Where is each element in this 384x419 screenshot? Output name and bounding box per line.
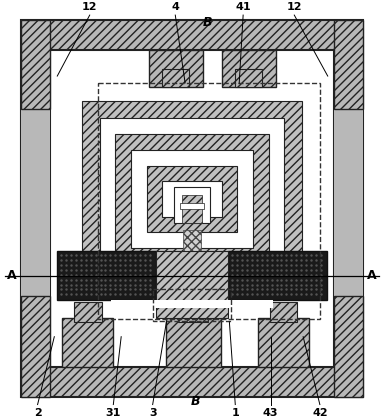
- Bar: [57, 251, 156, 300]
- Text: 1: 1: [232, 408, 239, 417]
- Text: B: B: [203, 16, 212, 29]
- Bar: [74, 302, 101, 322]
- Bar: [174, 187, 210, 222]
- Bar: [334, 296, 363, 397]
- Text: 42: 42: [312, 408, 328, 417]
- Text: 31: 31: [106, 408, 121, 417]
- Bar: [222, 49, 276, 87]
- Bar: [153, 290, 231, 321]
- Bar: [178, 302, 208, 322]
- Bar: [147, 166, 237, 233]
- Text: 2: 2: [34, 408, 41, 417]
- Bar: [180, 203, 204, 209]
- Bar: [131, 150, 253, 248]
- Bar: [270, 302, 297, 322]
- Bar: [162, 69, 189, 87]
- Bar: [50, 49, 334, 367]
- Text: 12: 12: [82, 2, 98, 12]
- Bar: [228, 251, 327, 300]
- Text: B: B: [191, 395, 201, 408]
- Text: A: A: [367, 269, 377, 282]
- Bar: [156, 251, 228, 318]
- Bar: [115, 134, 269, 264]
- Bar: [99, 118, 285, 279]
- Bar: [82, 101, 302, 297]
- Bar: [62, 318, 113, 367]
- Bar: [21, 296, 50, 397]
- Text: 4: 4: [171, 2, 179, 12]
- Bar: [21, 109, 50, 296]
- Text: A: A: [7, 269, 17, 282]
- Text: 43: 43: [263, 408, 278, 417]
- Bar: [162, 181, 222, 217]
- Bar: [182, 195, 202, 222]
- Bar: [183, 230, 201, 252]
- Bar: [334, 109, 363, 296]
- Bar: [21, 20, 50, 109]
- Bar: [258, 318, 309, 367]
- Bar: [149, 49, 203, 87]
- Bar: [334, 20, 363, 109]
- Text: 12: 12: [286, 2, 302, 12]
- Bar: [166, 318, 220, 367]
- Text: 3: 3: [149, 408, 156, 417]
- Bar: [111, 300, 273, 308]
- Bar: [235, 69, 262, 87]
- Bar: [98, 83, 320, 319]
- Text: 41: 41: [235, 2, 251, 12]
- Bar: [21, 109, 50, 296]
